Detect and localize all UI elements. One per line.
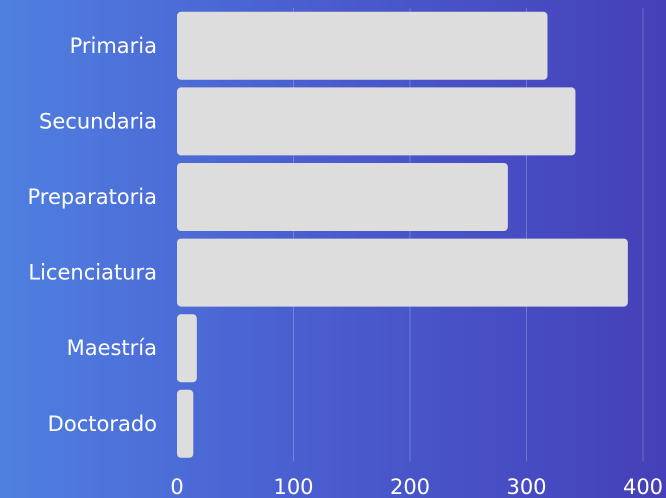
- x-tick-label-300: 300: [506, 475, 546, 498]
- bar-1: [177, 87, 576, 156]
- x-tick-labels: 0 100 200 300 400: [170, 475, 663, 498]
- x-tick-label-400: 400: [623, 475, 663, 498]
- x-tick-label-0: 0: [170, 475, 183, 498]
- bar-4: [177, 314, 197, 383]
- bar-5: [177, 389, 194, 458]
- bar-0: [177, 11, 548, 80]
- category-labels: Primaria Secundaria Preparatoria Licenciatu…: [27, 34, 157, 436]
- x-tick-label-100: 100: [273, 475, 313, 498]
- category-label-4: Maestría: [67, 336, 157, 360]
- bars: [177, 11, 628, 458]
- category-label-0: Primaria: [70, 34, 157, 58]
- bar-3: [177, 238, 628, 307]
- bar-2: [177, 163, 508, 231]
- category-label-1: Secundaria: [39, 109, 157, 133]
- x-tick-label-200: 200: [390, 475, 430, 498]
- category-label-5: Doctorado: [48, 412, 157, 436]
- category-label-2: Preparatoria: [27, 185, 157, 209]
- grid-lines: [293, 8, 644, 462]
- category-label-3: Licenciatura: [28, 261, 157, 285]
